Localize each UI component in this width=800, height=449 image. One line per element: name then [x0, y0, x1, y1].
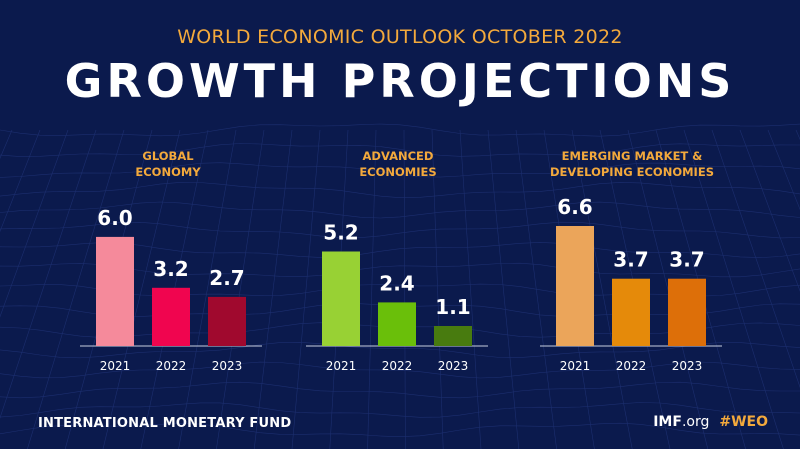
bar: [668, 278, 706, 346]
chart-title-line: GLOBAL: [142, 149, 194, 163]
page-title: GROWTH PROJECTIONS: [64, 54, 736, 108]
bar: [96, 236, 134, 346]
site-name: IMF: [653, 414, 682, 430]
data-label: 5.2: [323, 221, 358, 245]
x-tick-label: 2023: [672, 359, 703, 373]
data-label: 2.7: [209, 266, 244, 290]
x-tick-label: 2022: [616, 359, 647, 373]
x-tick-label: 2021: [560, 359, 591, 373]
chart-title-line: EMERGING MARKET &: [562, 149, 703, 163]
bar: [208, 296, 246, 346]
hashtag: #WEO: [719, 414, 768, 430]
x-tick-label: 2022: [382, 359, 413, 373]
x-tick-label: 2021: [326, 359, 357, 373]
bar: [612, 278, 650, 346]
bar: [152, 287, 190, 346]
data-label: 1.1: [435, 295, 470, 319]
chart-title-line: DEVELOPING ECONOMIES: [550, 165, 714, 179]
data-label: 3.7: [669, 248, 704, 272]
report-subtitle: WORLD ECONOMIC OUTLOOK OCTOBER 2022: [177, 26, 623, 48]
data-label: 2.4: [379, 271, 414, 295]
chart-title-line: ECONOMY: [135, 165, 201, 179]
bar: [378, 302, 416, 346]
data-label: 3.2: [153, 257, 188, 281]
chart-title-line: ADVANCED: [363, 149, 434, 163]
x-tick-label: 2023: [212, 359, 243, 373]
x-tick-label: 2022: [156, 359, 187, 373]
data-label: 6.6: [557, 195, 592, 219]
bar: [322, 251, 360, 346]
bar: [434, 326, 472, 346]
bar: [556, 226, 594, 346]
chart-title-line: ECONOMIES: [359, 165, 436, 179]
data-label: 3.7: [613, 248, 648, 272]
data-label: 6.0: [97, 206, 132, 230]
x-tick-label: 2021: [100, 359, 131, 373]
organization-name: INTERNATIONAL MONETARY FUND: [38, 416, 292, 431]
x-tick-label: 2023: [438, 359, 469, 373]
footer-links: IMF.org #WEO: [653, 414, 768, 430]
site-suffix: .org: [681, 414, 710, 430]
